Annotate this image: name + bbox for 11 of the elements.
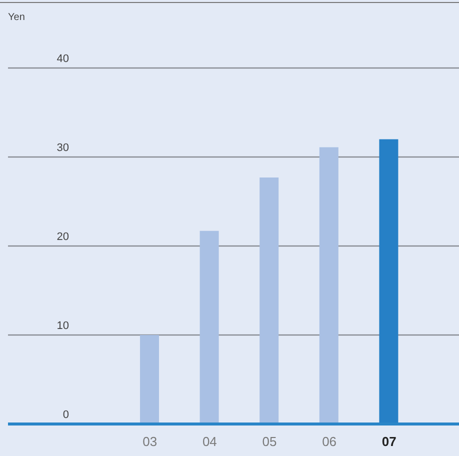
x-tick-label: 04: [202, 434, 217, 449]
y-axis-title: Yen: [8, 12, 25, 23]
x-tick-label: 06: [322, 434, 337, 449]
y-tick-label: 40: [56, 53, 69, 65]
y-tick-label: 20: [56, 231, 69, 243]
x-tick-label: 05: [262, 434, 277, 449]
x-tick-label: 03: [142, 434, 158, 449]
y-tick-label: 0: [62, 409, 69, 421]
y-tick-label: 30: [56, 142, 69, 154]
x-tick-label: 07: [382, 434, 396, 449]
y-tick-label: 10: [56, 320, 69, 332]
